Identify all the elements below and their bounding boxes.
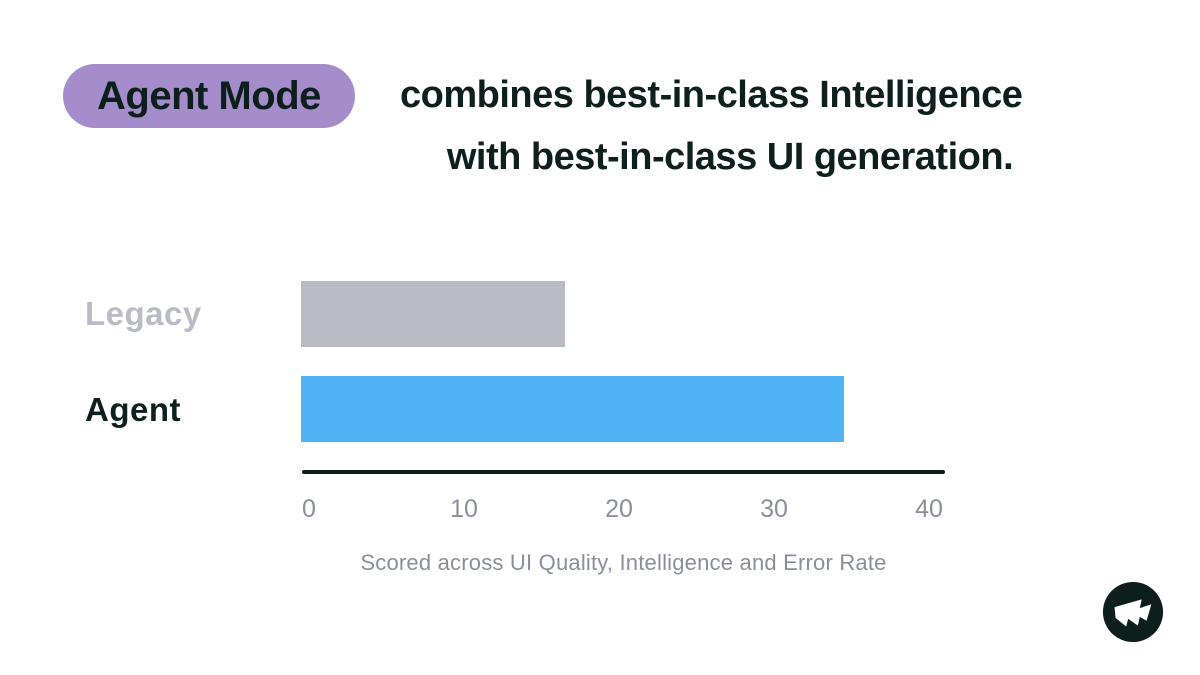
agent-mode-badge: Agent Mode	[63, 64, 355, 128]
category-label-legacy: Legacy	[85, 295, 202, 332]
chart-caption: Scored across UI Quality, Intelligence a…	[360, 550, 887, 575]
flag-glyph	[1114, 599, 1152, 627]
bar-chart: Legacy Agent 0 10 20 30 40 Scored across…	[0, 250, 1200, 610]
category-label-agent: Agent	[85, 391, 181, 428]
x-axis-line	[302, 470, 945, 474]
bar-agent	[301, 376, 844, 442]
x-tick-20: 20	[605, 495, 633, 523]
title-line-1: combines best-in-class Intelligence	[400, 74, 1023, 116]
x-tick-30: 30	[760, 495, 788, 523]
x-tick-40: 40	[915, 495, 943, 523]
x-tick-10: 10	[450, 495, 478, 523]
bar-legacy	[301, 281, 565, 347]
title-line-2: with best-in-class UI generation.	[446, 136, 1014, 178]
plot-area: 0 10 20 30 40 Scored across UI Quality, …	[301, 250, 961, 610]
x-tick-0: 0	[302, 495, 316, 523]
brand-flag-logo	[1101, 580, 1165, 644]
brand-flag-logo-svg	[1102, 581, 1164, 643]
